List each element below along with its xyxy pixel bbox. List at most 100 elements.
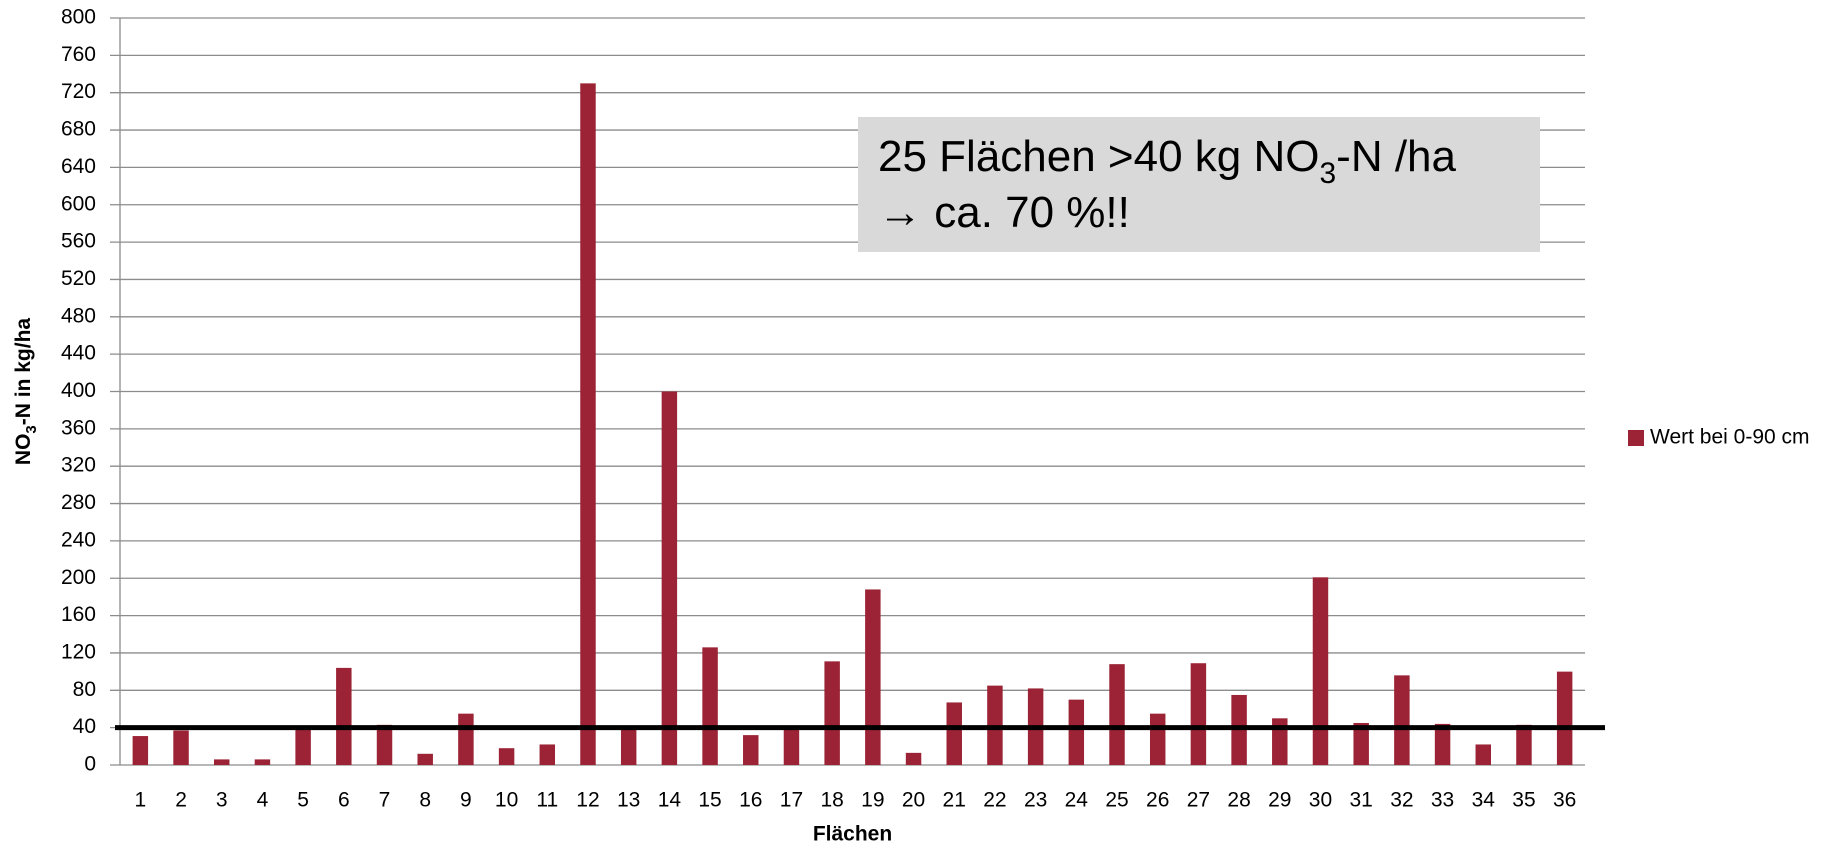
x-tick-label: 34: [1472, 789, 1496, 812]
bar: [580, 83, 596, 766]
annotation-text: 25 Flächen >40 kg NO3-N /ha: [878, 132, 1457, 191]
y-tick-label: 440: [61, 342, 96, 365]
bar: [1394, 675, 1410, 765]
y-tick-label: 160: [61, 603, 96, 626]
y-tick-label: 680: [61, 118, 96, 141]
legend-label: Wert bei 0-90 cm: [1650, 426, 1810, 449]
bar: [661, 391, 678, 765]
x-tick-label: 29: [1268, 789, 1291, 812]
y-tick-label: 560: [61, 230, 96, 253]
y-axis-title-part: 3: [23, 425, 40, 433]
x-tick-label: 28: [1227, 789, 1250, 812]
bar: [1109, 664, 1125, 765]
y-tick-label: 800: [61, 6, 96, 29]
x-tick-label: 5: [297, 789, 309, 812]
y-axis-title: NO3-N in kg/ha: [12, 318, 41, 466]
bar: [458, 713, 474, 765]
bar: [173, 730, 189, 765]
x-tick-label: 6: [338, 789, 350, 812]
bar: [214, 759, 230, 765]
bar: [824, 661, 840, 765]
x-tick-label: 20: [902, 789, 925, 812]
x-tick-label: 33: [1431, 789, 1454, 812]
y-tick-label: 760: [61, 43, 96, 66]
annotation-part: 3: [1319, 157, 1336, 190]
legend-swatch: [1628, 430, 1644, 446]
y-tick-label: 80: [73, 678, 96, 701]
bar: [1190, 663, 1207, 765]
bar: [1516, 724, 1532, 765]
y-tick-label: 120: [61, 640, 96, 663]
x-tick-label: 13: [617, 789, 640, 812]
bar: [132, 736, 149, 765]
bar: [336, 667, 352, 765]
bar: [1312, 577, 1329, 765]
x-tick-label: 26: [1146, 789, 1169, 812]
annotation-text: → ca. 70 %!!: [878, 188, 1130, 237]
bar: [1475, 744, 1491, 765]
x-tick-label: 10: [495, 789, 518, 812]
y-tick-label: 600: [61, 192, 96, 215]
x-tick-label: 15: [698, 789, 721, 812]
y-tick-label: 200: [61, 566, 96, 589]
x-tick-label: 23: [1024, 789, 1047, 812]
bar: [620, 727, 637, 765]
y-tick-label: 280: [61, 491, 96, 514]
annotation-part: 25 Flächen >40 kg NO: [878, 132, 1319, 181]
y-tick-label: 360: [61, 416, 96, 439]
bar: [376, 724, 393, 765]
bar: [1353, 722, 1369, 765]
y-tick-label: 0: [84, 753, 96, 776]
y-tick-label: 480: [61, 304, 96, 327]
x-tick-label: 18: [820, 789, 843, 812]
bar: [865, 589, 881, 765]
x-tick-label: 2: [175, 789, 187, 812]
y-tick-label: 40: [73, 715, 96, 738]
y-axis-title-part: -N in kg/ha: [12, 318, 35, 426]
y-tick-label: 520: [61, 267, 96, 290]
x-tick-label: 32: [1390, 789, 1413, 812]
y-axis-title-part: NO: [12, 434, 35, 466]
x-tick-label: 27: [1187, 789, 1210, 812]
x-tick-label: 30: [1309, 789, 1332, 812]
x-tick-label: 1: [135, 789, 147, 812]
y-tick-label: 320: [61, 454, 96, 477]
bar: [1068, 699, 1085, 765]
x-tick-label: 3: [216, 789, 228, 812]
y-tick-label: 240: [61, 528, 96, 551]
annotation-part: -N /ha: [1336, 132, 1456, 181]
bar: [498, 748, 515, 765]
x-tick-label: 36: [1553, 789, 1576, 812]
annotation-box: [858, 117, 1540, 252]
bar: [295, 727, 311, 765]
x-tick-label: 8: [419, 789, 431, 812]
annotation-part: → ca. 70 %!!: [878, 188, 1130, 237]
x-tick-label: 12: [576, 789, 599, 812]
bar: [254, 759, 271, 765]
bar: [417, 753, 433, 765]
bar: [743, 735, 759, 765]
x-tick-label: 16: [739, 789, 762, 812]
x-tick-label: 11: [536, 789, 558, 812]
bar: [1556, 671, 1573, 765]
bar: [783, 727, 800, 765]
x-tick-label: 31: [1350, 789, 1373, 812]
x-tick-label: 4: [257, 789, 269, 812]
x-tick-label: 14: [658, 789, 682, 812]
x-tick-label: 19: [861, 789, 884, 812]
bar: [946, 702, 962, 765]
y-tick-label: 400: [61, 379, 96, 402]
x-tick-label: 7: [379, 789, 391, 812]
x-tick-label: 35: [1512, 789, 1535, 812]
x-tick-label: 9: [460, 789, 472, 812]
y-tick-label: 720: [61, 80, 96, 103]
bar: [1434, 723, 1451, 765]
bar: [1149, 713, 1166, 765]
bar: [539, 744, 556, 765]
x-tick-label: 22: [983, 789, 1006, 812]
bar: [702, 647, 718, 765]
x-tick-label: 24: [1065, 789, 1089, 812]
bar: [905, 752, 922, 765]
x-tick-label: 21: [943, 789, 966, 812]
